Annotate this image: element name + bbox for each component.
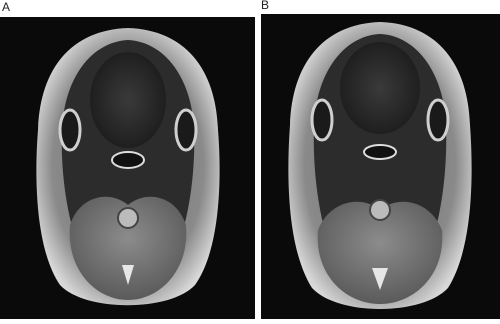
tongue [90,52,166,148]
panel-label: B [261,0,269,12]
panel-b [261,14,500,319]
cerebellum [317,201,443,304]
tongue [340,42,420,134]
mandible [174,108,198,152]
csf [122,265,134,285]
spinal-cord [117,207,139,229]
mandible [426,98,450,142]
csf [372,268,388,290]
mandible [58,108,82,152]
panel-a [0,17,255,319]
panel-label: A [2,0,10,14]
airway [111,151,145,169]
mandible [310,98,334,142]
cerebellum [69,196,187,300]
spinal-cord [369,199,391,221]
airway [363,144,397,160]
